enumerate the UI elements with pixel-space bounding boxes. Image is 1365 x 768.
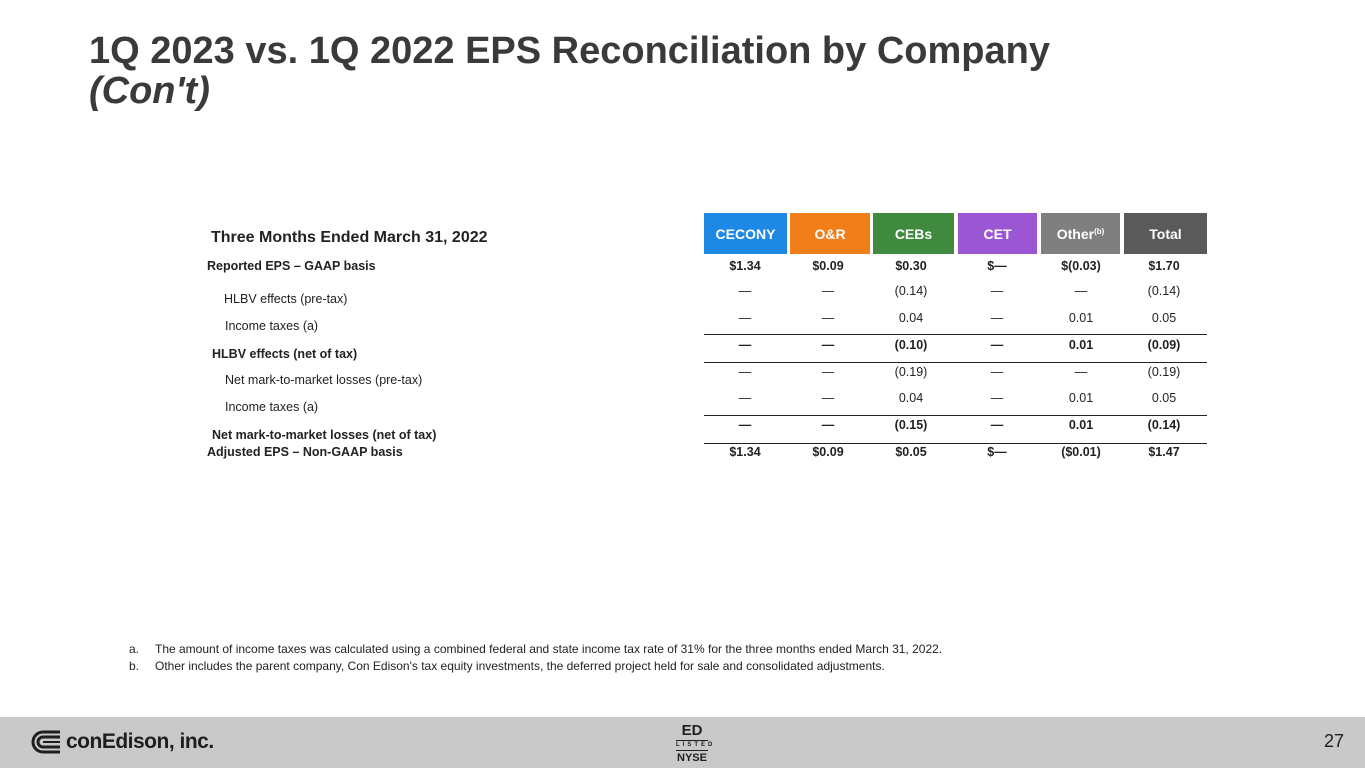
table-cell: — — [738, 338, 752, 352]
table-cell: $0.09 — [812, 445, 844, 459]
row-label-income-taxes-2: Income taxes (a) — [225, 400, 319, 414]
row-label-mtm-pretax: Net mark-to-market losses (pre-tax) — [225, 373, 423, 387]
footnote-marker: a. — [129, 642, 140, 656]
title-line-2: (Con't) — [89, 70, 210, 112]
table-cell: — — [1074, 365, 1088, 379]
column-header-label: CET — [983, 225, 1012, 242]
footnote-marker: b. — [129, 659, 140, 673]
column-header-cecony: CECONY — [704, 213, 787, 254]
conedison-logo: conEdison, inc. — [30, 729, 214, 755]
table-cell: 0.01 — [1068, 338, 1094, 352]
table-cell: — — [821, 391, 835, 405]
table-cell: 0.01 — [1068, 391, 1094, 405]
table-cell: (0.14) — [1147, 284, 1181, 298]
listed-label: LISTED — [676, 740, 712, 751]
row-label-adjusted-eps: Adjusted EPS – Non-GAAP basis — [207, 445, 403, 459]
table-cell: — — [990, 418, 1004, 432]
table-cell: (0.14) — [894, 284, 928, 298]
table-cell: — — [738, 391, 752, 405]
nyse-listed-badge: ED LISTED NYSE — [672, 723, 712, 764]
table-cell: — — [738, 311, 752, 325]
row-label-hlbv-pretax: HLBV effects (pre-tax) — [224, 292, 348, 306]
table-cell: $0.30 — [895, 259, 927, 273]
table-cell: $1.70 — [1148, 259, 1180, 273]
table-cell: — — [738, 418, 752, 432]
table-cell: — — [821, 365, 835, 379]
table-rule — [704, 415, 1207, 416]
page-title: 1Q 2023 vs. 1Q 2022 EPS Reconciliation b… — [89, 31, 1050, 111]
conedison-logo-icon — [31, 730, 60, 754]
column-header-label: CEBs — [894, 225, 933, 242]
table-cell: 0.01 — [1068, 311, 1094, 325]
table-rule — [704, 362, 1207, 363]
column-header-other: Other (b) — [1041, 213, 1120, 254]
column-header-superscript: (b) — [1094, 227, 1105, 236]
period-label: Three Months Ended March 31, 2022 — [211, 229, 488, 246]
table-cell: $1.34 — [729, 445, 761, 459]
table-cell: (0.14) — [1147, 418, 1181, 432]
table-cell: — — [738, 284, 752, 298]
table-cell: ($0.01) — [1061, 445, 1101, 459]
table-cell: — — [990, 338, 1004, 352]
column-header-label: Total — [1149, 225, 1182, 242]
column-header-cebs: CEBs — [873, 213, 954, 254]
row-label-income-taxes-1: Income taxes (a) — [225, 319, 319, 333]
table-cell: (0.15) — [894, 418, 928, 432]
table-cell: (0.19) — [1147, 365, 1181, 379]
table-cell: — — [821, 284, 835, 298]
table-cell: — — [821, 311, 835, 325]
table-cell: — — [990, 311, 1004, 325]
table-cell: $— — [987, 445, 1007, 459]
table-rule — [704, 334, 1207, 335]
title-line-1: 1Q 2023 vs. 1Q 2022 EPS Reconciliation b… — [89, 30, 1050, 72]
table-cell: $(0.03) — [1061, 259, 1101, 273]
logo-text: conEdison, inc. — [66, 730, 214, 753]
footnote: a. The amount of income taxes was calcul… — [129, 641, 942, 658]
row-label-reported-eps: Reported EPS – GAAP basis — [207, 259, 376, 273]
row-label-mtm-net: Net mark-to-market losses (net of tax) — [212, 428, 437, 442]
table-cell: (0.09) — [1147, 338, 1181, 352]
table-cell: — — [990, 365, 1004, 379]
exchange: NYSE — [677, 752, 707, 764]
column-header-total: Total — [1124, 213, 1207, 254]
table-cell: 0.04 — [898, 311, 924, 325]
table-cell: (0.10) — [894, 338, 928, 352]
table-cell: $0.05 — [895, 445, 927, 459]
column-header-label: CECONY — [715, 225, 776, 242]
table-cell: — — [821, 338, 835, 352]
table-cell: $1.34 — [729, 259, 761, 273]
table-cell: $— — [987, 259, 1007, 273]
footnote: b. Other includes the parent company, Co… — [129, 658, 942, 675]
row-label-hlbv-net: HLBV effects (net of tax) — [212, 347, 358, 361]
table-cell: 0.04 — [898, 391, 924, 405]
footer-bar: conEdison, inc. ED LISTED NYSE 27 — [0, 717, 1365, 768]
footnote-text: The amount of income taxes was calculate… — [155, 642, 943, 656]
table-cell: 0.05 — [1151, 391, 1177, 405]
column-header-label: Other — [1056, 225, 1095, 242]
footnotes: a. The amount of income taxes was calcul… — [129, 641, 942, 675]
table-cell: 0.01 — [1068, 418, 1094, 432]
column-header-or: O&R — [790, 213, 870, 254]
page-number: 27 — [1323, 731, 1344, 751]
footnote-text: Other includes the parent company, Con E… — [155, 659, 885, 673]
table-cell: — — [990, 284, 1004, 298]
table-cell: — — [990, 391, 1004, 405]
table-cell: 0.05 — [1151, 311, 1177, 325]
table-cell: $0.09 — [812, 259, 844, 273]
column-header-label: O&R — [814, 225, 846, 242]
table-rule — [704, 443, 1207, 444]
table-cell: — — [738, 365, 752, 379]
table-cell: — — [821, 418, 835, 432]
ticker: ED — [681, 722, 703, 739]
column-header-cet: CET — [958, 213, 1037, 254]
table-cell: $1.47 — [1148, 445, 1180, 459]
table-cell: — — [1074, 284, 1088, 298]
table-cell: (0.19) — [894, 365, 928, 379]
